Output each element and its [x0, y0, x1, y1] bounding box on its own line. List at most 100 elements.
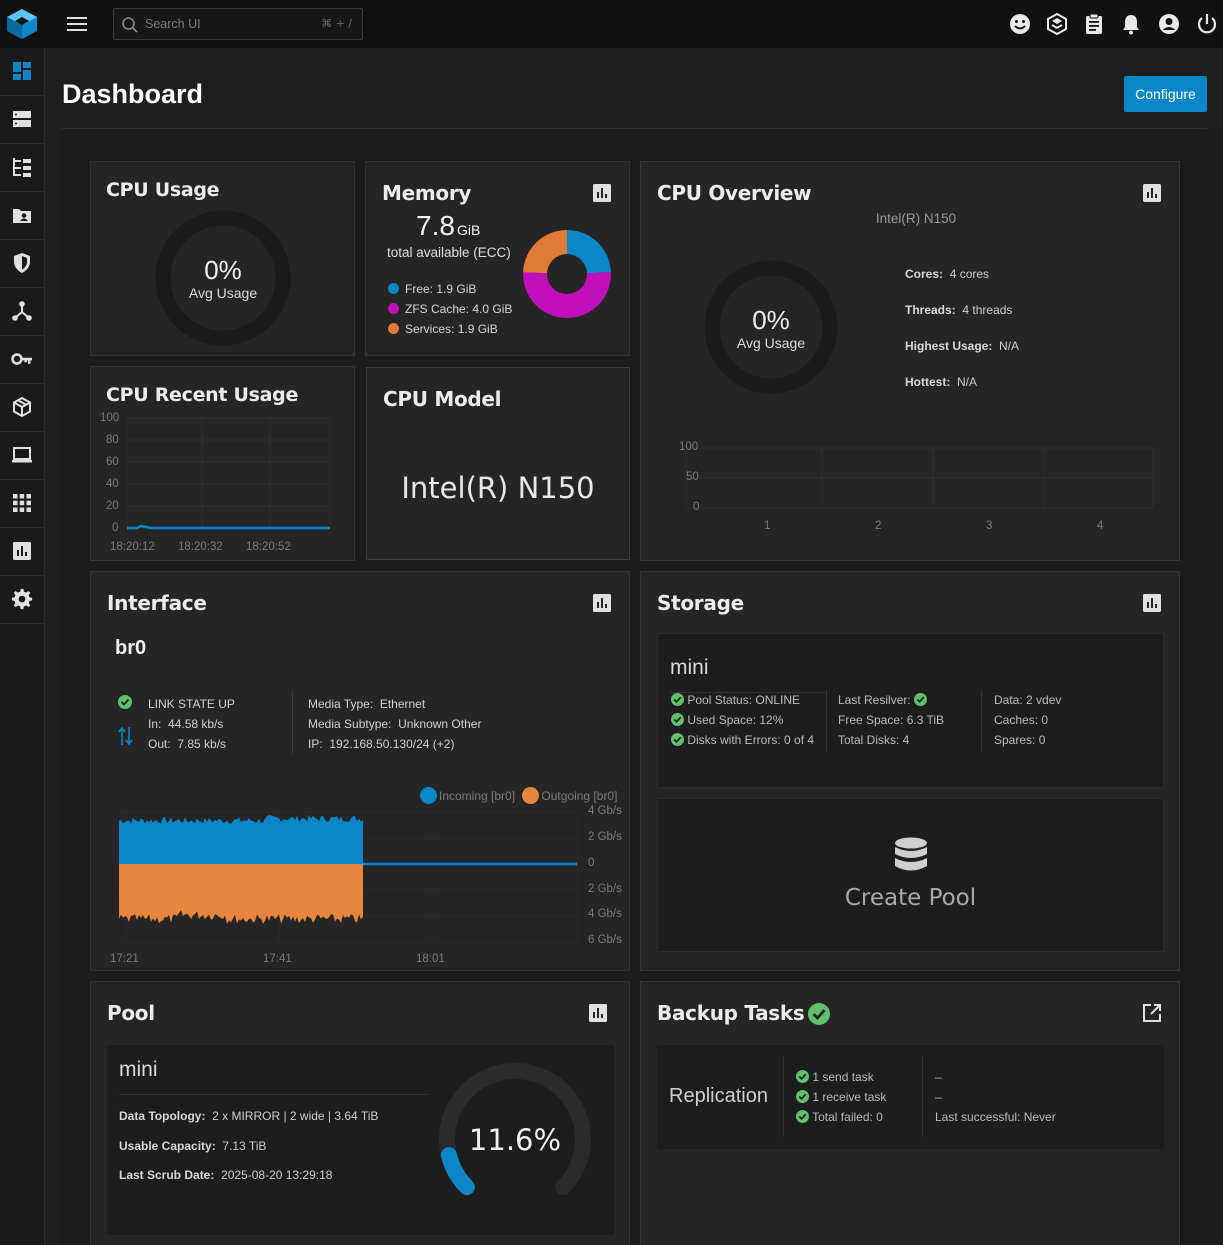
interface-name: br0 [115, 637, 147, 659]
sidebar-item-instances[interactable] [0, 384, 44, 432]
scrub-label: Last Scrub Date: [119, 1168, 215, 1182]
sidebar-item-reporting[interactable] [0, 528, 44, 576]
power-icon[interactable] [1195, 12, 1219, 36]
truenas-logo-icon[interactable] [4, 7, 40, 41]
stat-label: Cores: [905, 267, 944, 281]
feedback-icon[interactable] [1008, 12, 1032, 36]
memory-card: Memory 7.8 GiB total available (ECC) Free… [365, 161, 630, 356]
cpu-recent-usage-card: CPU Recent Usage 100 80 60 40 20 0 18:20… [90, 366, 355, 561]
storage-pool-summary[interactable]: mini Pool Status: ONLINE Used Space: 12%… [657, 633, 1164, 788]
stat-label: Threads: [905, 303, 956, 317]
memory-subtitle: total available (ECC) [387, 245, 511, 260]
report-icon[interactable] [592, 183, 612, 203]
replication-summary[interactable]: Replication 1 send task 1 receive task T… [657, 1045, 1164, 1149]
stat-value: N/A [957, 375, 978, 389]
receive-task: 1 receive task [812, 1090, 887, 1104]
cpu-bar-x-tick: 1 [764, 520, 771, 532]
check-icon [671, 693, 684, 706]
cpu-recent-y-tick: 80 [106, 434, 119, 446]
backup-divider [922, 1057, 923, 1137]
configure-button[interactable]: Configure [1124, 76, 1207, 112]
cpu-recent-y-tick: 40 [106, 478, 119, 490]
pool-card: Pool mini Data Topology: 2 x MIRROR | 2 … [90, 981, 630, 1245]
cpu-usage-label: Avg Usage [188, 285, 258, 301]
sidebar-item-storage[interactable] [0, 96, 44, 144]
storage-col1-row: Pool Status: ONLINE [671, 693, 800, 707]
outgoing-dot [522, 787, 540, 804]
sidebar-item-data-protection[interactable] [0, 240, 44, 288]
iface-y-tick: 4 Gb/s [588, 908, 622, 920]
iface-x-tick: 17:41 [263, 953, 292, 965]
iface-x-tick: 17:21 [110, 953, 139, 965]
key-icon [11, 353, 32, 365]
open-in-new-icon[interactable] [1142, 1003, 1162, 1023]
sidebar-item-apps[interactable] [0, 432, 44, 480]
iface-y-tick: 2 Gb/s [588, 883, 622, 895]
interface-out: Out: 7.85 kb/s [148, 737, 226, 751]
search-input[interactable]: Search UI ⌘ + / [113, 8, 363, 40]
cpu-overview-value: 0% [752, 305, 790, 335]
menu-toggle-icon[interactable] [64, 12, 90, 36]
cpu-overview-card: CPU Overview Intel(R) N150 0% Avg Usage … [640, 161, 1180, 561]
pool-name: mini [119, 1058, 158, 1081]
memory-legend-free: Free: 1.9 GiB [388, 279, 512, 299]
report-icon[interactable] [588, 1003, 608, 1023]
cpu-recent-chart [127, 417, 331, 530]
account-icon[interactable] [1157, 12, 1181, 36]
cpu-usage-card: CPU Usage 0% Avg Usage [90, 161, 355, 356]
in-value: 44.58 kb/s [168, 717, 224, 731]
pool-details[interactable]: mini Data Topology: 2 x MIRROR | 2 wide … [107, 1045, 614, 1235]
cpu-recent-y-tick: 0 [112, 522, 119, 534]
check-icon [671, 733, 684, 746]
caches: Caches: 0 [994, 713, 1049, 727]
shares-icon [13, 209, 31, 223]
memory-total-value: 7.8 [416, 210, 455, 241]
sidebar-item-network[interactable] [0, 288, 44, 336]
cpu-recent-series-line [127, 524, 330, 530]
donut-slice-free [567, 230, 611, 274]
interface-card: Interface br0 LINK STATE UP In: 44.58 kb… [90, 571, 630, 971]
report-icon[interactable] [1142, 593, 1162, 613]
interface-ip: IP: 192.168.50.130/24 (+2) [308, 737, 454, 751]
stat-value: N/A [999, 339, 1020, 353]
interface-title: Interface [107, 591, 207, 615]
legend-value: 4.0 GiB [472, 302, 513, 316]
sidebar-item-apps-grid[interactable] [0, 480, 44, 528]
report-icon[interactable] [1142, 183, 1162, 203]
iface-y-tick: 2 Gb/s [588, 831, 622, 843]
legend-label: Services: [405, 322, 455, 336]
page-title: Dashboard [62, 79, 204, 109]
bell-icon[interactable] [1119, 12, 1143, 36]
jobs-clipboard-icon[interactable] [1082, 12, 1106, 36]
cpu-usage-gauge [155, 210, 291, 346]
cpu-overview-label: Avg Usage [736, 335, 806, 351]
media-subtype-value: Unknown Other [398, 717, 482, 731]
incoming-dot [420, 787, 437, 804]
check-icon [671, 713, 684, 726]
memory-legend: Free: 1.9 GiB ZFS Cache: 4.0 GiB Service… [388, 279, 512, 339]
sidebar-item-shares[interactable] [0, 192, 44, 240]
storage-divider [981, 690, 982, 752]
cpu-usage-value: 0% [204, 255, 242, 285]
top-bar: Search UI ⌘ + / [0, 0, 1223, 48]
last-resilver: Last Resilver: [838, 693, 928, 707]
iface-y-tick: 0 [588, 857, 595, 869]
report-icon[interactable] [592, 593, 612, 613]
network-icon [12, 301, 32, 321]
pool-usage-gauge [439, 1063, 591, 1196]
sidebar-item-credentials[interactable] [0, 336, 44, 384]
cpu-model-card: CPU Model Intel(R) N150 [366, 367, 630, 560]
truenas-connect-icon[interactable] [1045, 12, 1069, 36]
memory-donut-chart [523, 230, 611, 318]
storage-card: Storage mini Pool Status: ONLINE Used Sp… [640, 571, 1180, 971]
cpu-bar-x-tick: 4 [1097, 520, 1104, 532]
cpu-core-bar-grid [685, 447, 1154, 509]
sidebar-item-datasets[interactable] [0, 144, 44, 192]
capacity-label: Usable Capacity: [119, 1139, 216, 1153]
pool-topology: Data Topology: 2 x MIRROR | 2 wide | 3.6… [119, 1109, 378, 1123]
sidebar-item-dashboard[interactable] [0, 48, 44, 96]
sidebar-item-system[interactable] [0, 576, 44, 624]
legend-outgoing: Outgoing [br0] [541, 789, 618, 803]
create-pool-button[interactable]: Create Pool [657, 798, 1164, 952]
cpu-bar-x-tick: 3 [986, 520, 993, 532]
